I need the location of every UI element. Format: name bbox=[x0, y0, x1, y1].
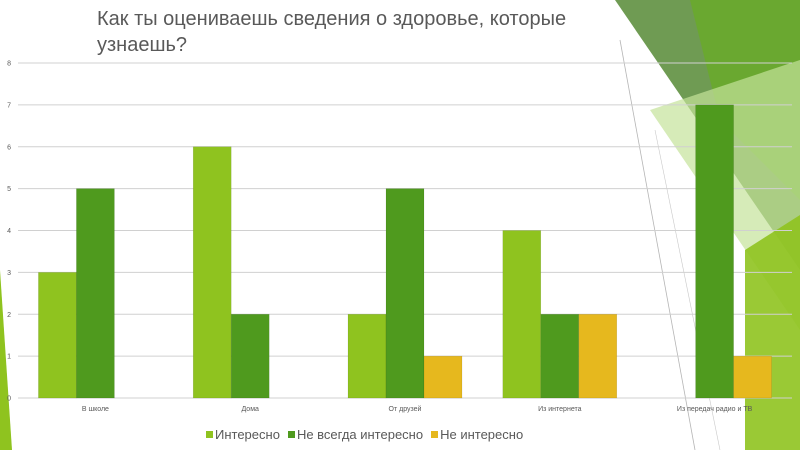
bar bbox=[192, 146, 232, 399]
legend-label: Интересно bbox=[215, 426, 280, 442]
y-tick-label: 6 bbox=[7, 144, 11, 151]
legend-swatch bbox=[287, 430, 295, 438]
y-tick-label: 1 bbox=[7, 354, 11, 361]
x-category-label: Дома bbox=[241, 406, 259, 413]
x-category-label: В школе bbox=[82, 406, 109, 413]
bar bbox=[578, 314, 618, 399]
bar bbox=[733, 355, 772, 399]
y-tick-label: 2 bbox=[7, 312, 11, 319]
chart-title: Как ты оцениваешь сведения о здоровье, к… bbox=[97, 8, 567, 56]
x-category-label: Из передач радио и ТВ bbox=[677, 406, 753, 413]
y-tick-label: 8 bbox=[7, 61, 11, 68]
legend-item: Не всегда интересно bbox=[287, 426, 424, 442]
legend-swatch bbox=[431, 430, 439, 438]
bar bbox=[347, 314, 387, 399]
chart-legend: Интересно Не всегда интересно Не интересно bbox=[206, 424, 523, 444]
bar bbox=[423, 355, 463, 399]
y-tick-label: 7 bbox=[7, 102, 11, 109]
y-tick-label: 5 bbox=[7, 186, 11, 193]
bar bbox=[695, 104, 734, 399]
bar bbox=[38, 272, 77, 399]
legend-label: Не интересно bbox=[440, 426, 524, 442]
y-tick-label: 4 bbox=[7, 228, 11, 235]
bar bbox=[230, 314, 270, 399]
y-tick-label: 3 bbox=[7, 270, 11, 277]
x-category-label: Из интернета bbox=[538, 406, 582, 413]
y-tick-label: 0 bbox=[7, 396, 11, 403]
legend-swatch bbox=[206, 430, 213, 438]
bar bbox=[540, 314, 580, 399]
deco-bottom-left-triangle bbox=[0, 270, 12, 450]
legend-label: Не всегда интересно bbox=[296, 426, 424, 442]
deco-line bbox=[619, 39, 696, 450]
x-category-label: От друзей bbox=[389, 405, 422, 413]
bar bbox=[76, 188, 115, 399]
legend-item: Интересно bbox=[206, 427, 280, 442]
bar bbox=[385, 188, 425, 399]
legend-item: Не интересно bbox=[431, 427, 523, 442]
bar bbox=[502, 230, 542, 399]
